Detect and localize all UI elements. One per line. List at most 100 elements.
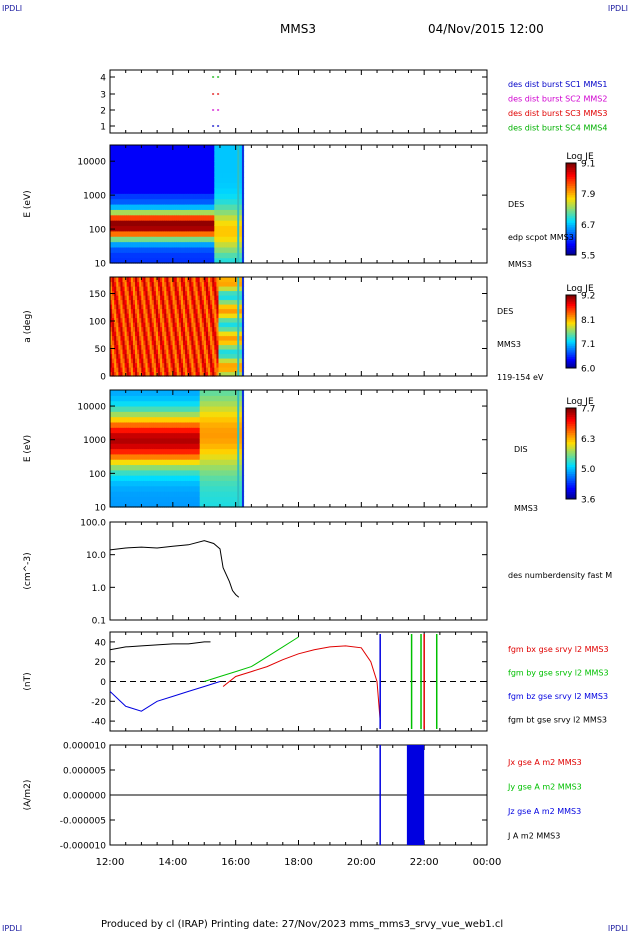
des-energy-cell — [233, 220, 236, 227]
des-energy-cell — [178, 161, 182, 168]
des-energy-cell — [157, 214, 161, 221]
dis-energy-cell — [197, 400, 201, 407]
des-energy-cell — [174, 204, 178, 210]
des-pitch-cell — [162, 290, 165, 296]
des-pitch-cell — [226, 358, 230, 364]
des-energy-cell — [151, 236, 155, 243]
dis-energy-colorbar-swatch — [566, 417, 576, 420]
des-energy-cell — [205, 214, 209, 221]
dis-energy-cell — [235, 411, 238, 418]
des-energy-cell — [216, 204, 220, 210]
des-pitch-cell — [124, 295, 128, 301]
des-pitch-cell — [191, 358, 195, 364]
des-energy-cell — [210, 236, 213, 243]
des-energy-cell — [214, 182, 217, 189]
dis-energy-cell — [220, 405, 224, 412]
dis-energy-cell — [185, 437, 188, 444]
des-energy-cell — [168, 209, 172, 216]
des-pitch-cell — [231, 317, 234, 323]
des-pitch-cell — [197, 362, 201, 368]
des-pitch-cell — [130, 349, 134, 355]
des-pitch-cell — [176, 277, 180, 283]
des-energy-cell — [170, 204, 174, 210]
dis-energy-cell — [180, 475, 184, 482]
dis-energy-cell — [180, 496, 184, 503]
des-pitch-cell — [178, 340, 182, 346]
dis-energy-cell — [203, 501, 207, 508]
des-energy-cell — [147, 155, 151, 162]
dis-energy-cell — [114, 405, 117, 412]
des-pitch-cell — [195, 335, 199, 341]
des-energy-cell — [218, 171, 222, 178]
des-energy-colorbar-swatch — [566, 199, 576, 203]
dis-energy-cell — [120, 443, 124, 450]
des-energy-cell — [228, 150, 232, 157]
des-pitch-cell — [193, 295, 197, 301]
des-energy-cell — [193, 145, 197, 151]
des-energy-cell — [157, 182, 161, 189]
des-energy-cell — [139, 236, 142, 243]
des-energy-cell — [157, 246, 161, 253]
des-energy-cell — [141, 230, 144, 237]
dis-energy-cell — [180, 459, 184, 466]
des-pitch-cell — [239, 295, 243, 301]
des-energy-cell — [210, 145, 213, 151]
des-energy-cell — [126, 187, 130, 194]
dis-energy-cell — [172, 501, 176, 508]
des-energy-cell — [118, 182, 122, 189]
dis-energy-cell — [239, 491, 243, 497]
des-energy-cell — [126, 257, 130, 264]
des-energy-cell — [193, 257, 197, 264]
des-energy-cell — [120, 236, 124, 243]
des-pitch-cell — [162, 281, 165, 287]
des-energy-cell — [114, 166, 117, 173]
des-energy-cell — [166, 198, 170, 205]
des-energy-cell — [191, 198, 195, 205]
des-pitch-cell — [203, 371, 207, 377]
dis-energy-cell — [231, 448, 234, 455]
des-energy-cell — [205, 209, 209, 216]
dis-energy-cell — [193, 459, 197, 466]
des-energy-colorbar-swatch — [566, 186, 576, 189]
des-energy-cell — [118, 225, 122, 232]
des-pitch-colorbar-swatch — [566, 333, 576, 336]
des-pitch-colorbar-swatch — [566, 324, 576, 327]
des-energy-cell — [231, 209, 234, 216]
des-pitch-cell — [220, 290, 224, 296]
des-energy-cell — [222, 171, 226, 178]
dis-energy-cell — [231, 501, 234, 508]
des-pitch-cell — [149, 286, 153, 292]
des-energy-cell — [233, 171, 236, 178]
des-energy-cell — [228, 155, 232, 162]
des-energy-cell — [210, 187, 213, 194]
des-energy-cell — [155, 161, 159, 168]
des-energy-cell — [172, 257, 176, 264]
des-pitch-cell — [235, 335, 238, 341]
dis-energy-cell — [212, 437, 215, 444]
des-pitch-cell — [180, 335, 184, 341]
des-pitch-cell — [157, 335, 161, 341]
des-energy-colorbar-swatch — [566, 238, 576, 242]
des-energy-cell — [166, 187, 170, 194]
dis-energy-cell — [218, 496, 222, 503]
des-pitch-cell — [208, 304, 211, 310]
dis-energy-cell — [191, 427, 195, 434]
des-energy-cell — [153, 241, 157, 248]
des-energy-cell — [193, 171, 197, 178]
des-pitch-cell — [135, 331, 138, 337]
des-pitch-cell — [183, 371, 186, 377]
des-energy-cell — [112, 177, 115, 184]
dis-energy-cell — [183, 421, 186, 428]
des-pitch-cell — [214, 335, 217, 341]
des-pitch-cell — [114, 322, 117, 328]
des-pitch-cell — [208, 367, 211, 373]
des-energy-cell — [168, 198, 172, 205]
dis-energy-cell — [212, 485, 215, 492]
dis-energy-cell — [130, 485, 134, 492]
des-energy-cell — [122, 171, 126, 178]
des-pitch-cell — [178, 326, 182, 332]
dis-energy-cell — [164, 501, 167, 508]
dis-energy-cell — [124, 432, 128, 439]
dis-energy-cell — [137, 448, 140, 455]
dis-energy-cell — [137, 453, 140, 460]
